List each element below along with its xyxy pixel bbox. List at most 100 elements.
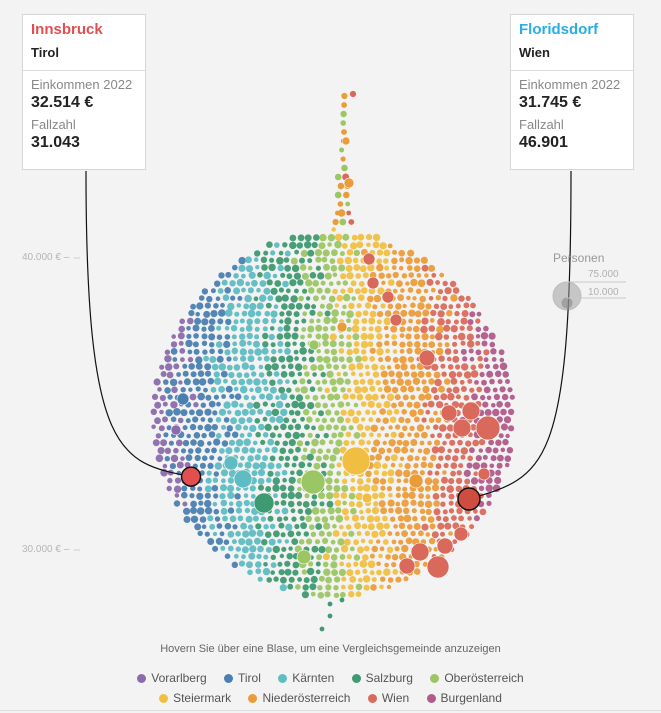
municipality-bubble xyxy=(228,439,236,446)
municipality-bubble xyxy=(327,470,334,477)
legend-item-steiermark[interactable]: Steiermark xyxy=(159,691,231,705)
municipality-bubble xyxy=(392,349,398,354)
municipality-bubble xyxy=(486,500,492,506)
municipality-bubble xyxy=(310,531,317,537)
municipality-bubble xyxy=(312,394,319,401)
municipality-bubble xyxy=(219,448,225,454)
municipality-bubble xyxy=(469,524,475,530)
legend-item-oberoesterreich[interactable]: Oberösterreich xyxy=(430,671,524,685)
municipality-bubble xyxy=(354,288,361,295)
municipality-bubble xyxy=(398,265,404,271)
municipality-bubble xyxy=(263,355,270,362)
municipality-bubble xyxy=(436,325,444,334)
municipality-bubble xyxy=(327,393,335,401)
municipality-bubble xyxy=(247,287,254,294)
municipality-bubble xyxy=(201,455,208,462)
tooltip-innsbruck: Innsbruck Tirol Einkommen 2022 32.514 € … xyxy=(22,14,146,170)
municipality-bubble xyxy=(197,486,203,492)
municipality-bubble xyxy=(162,416,168,423)
municipality-bubble xyxy=(440,393,448,401)
municipality-bubble xyxy=(372,371,380,378)
municipality-bubble xyxy=(291,538,299,545)
municipality-bubble xyxy=(389,416,397,423)
municipality-bubble xyxy=(384,340,390,346)
municipality-bubble xyxy=(152,439,160,447)
legend-item-salzburg[interactable]: Salzburg xyxy=(351,671,413,685)
municipality-bubble xyxy=(440,492,447,499)
tooltip-income-value: 32.514 € xyxy=(31,94,94,111)
municipality-bubble xyxy=(235,531,241,537)
municipality-bubble xyxy=(317,364,325,371)
municipality-bubble xyxy=(321,516,329,523)
municipality-bubble xyxy=(348,425,354,431)
municipality-bubble xyxy=(216,523,223,529)
legend-item-kaernten[interactable]: Kärnten xyxy=(278,671,334,685)
municipality-bubble xyxy=(273,304,279,310)
municipality-bubble xyxy=(417,302,425,310)
municipality-bubble xyxy=(225,318,232,326)
municipality-bubble xyxy=(205,477,212,484)
municipality-bubble xyxy=(204,485,212,493)
municipality-bubble xyxy=(170,348,178,355)
municipality-bubble xyxy=(391,562,397,568)
municipality-bubble xyxy=(180,357,185,362)
municipality-bubble xyxy=(287,530,295,538)
municipality-bubble xyxy=(264,447,270,453)
municipality-bubble xyxy=(213,438,221,446)
municipality-bubble xyxy=(330,325,336,331)
municipality-bubble xyxy=(256,287,261,293)
municipality-bubble xyxy=(235,439,244,447)
municipality-bubble xyxy=(171,334,176,339)
municipality-bubble xyxy=(405,257,413,265)
municipality-bubble xyxy=(446,424,455,432)
municipality-bubble xyxy=(345,524,352,530)
municipality-bubble xyxy=(377,287,385,295)
municipality-bubble xyxy=(501,393,509,401)
municipality-bubble xyxy=(294,523,300,530)
municipality-bubble xyxy=(270,562,277,568)
municipality-bubble xyxy=(346,569,354,577)
municipality-bubble xyxy=(450,462,458,470)
legend-item-niederoesterreich[interactable]: Niederösterreich xyxy=(248,691,350,705)
municipality-bubble xyxy=(356,423,364,431)
municipality-bubble xyxy=(278,355,286,363)
municipality-bubble xyxy=(387,577,394,583)
municipality-bubble xyxy=(324,348,330,355)
municipality-bubble xyxy=(262,455,268,462)
municipality-bubble xyxy=(322,402,329,409)
municipality-bubble xyxy=(174,493,180,498)
municipality-bubble xyxy=(489,341,496,348)
municipality-bubble xyxy=(503,416,512,424)
legend-item-tirol[interactable]: Tirol xyxy=(224,671,261,685)
legend-item-burgenland[interactable]: Burgenland xyxy=(426,691,502,705)
municipality-bubble xyxy=(505,379,510,384)
municipality-bubble xyxy=(393,446,401,454)
municipality-bubble xyxy=(428,325,436,332)
municipality-bubble xyxy=(287,500,295,508)
municipality-bubble-large xyxy=(336,321,348,333)
municipality-bubble xyxy=(307,333,313,339)
municipality-bubble xyxy=(165,363,173,371)
legend-item-vorarlberg[interactable]: Vorarlberg xyxy=(137,671,207,685)
municipality-bubble xyxy=(365,470,372,477)
municipality-bubble xyxy=(434,378,442,387)
municipality-bubble xyxy=(284,560,291,567)
legend-item-wien[interactable]: Wien xyxy=(367,691,409,705)
municipality-bubble xyxy=(315,324,323,332)
municipality-bubble xyxy=(212,477,219,483)
municipality-bubble xyxy=(337,401,345,408)
municipality-bubble xyxy=(408,318,413,324)
municipality-bubble xyxy=(233,386,239,392)
municipality-bubble xyxy=(382,379,389,386)
municipality-bubble xyxy=(275,395,280,400)
municipality-bubble xyxy=(475,340,481,346)
municipality-bubble xyxy=(279,584,287,592)
municipality-bubble xyxy=(324,310,331,317)
tooltip-place: Floridsdorf xyxy=(519,21,599,38)
municipality-bubble xyxy=(270,310,278,318)
municipality-bubble xyxy=(321,417,328,424)
municipality-bubble xyxy=(182,439,190,447)
municipality-bubble xyxy=(229,280,236,287)
municipality-bubble xyxy=(398,416,405,423)
municipality-bubble xyxy=(168,440,174,446)
